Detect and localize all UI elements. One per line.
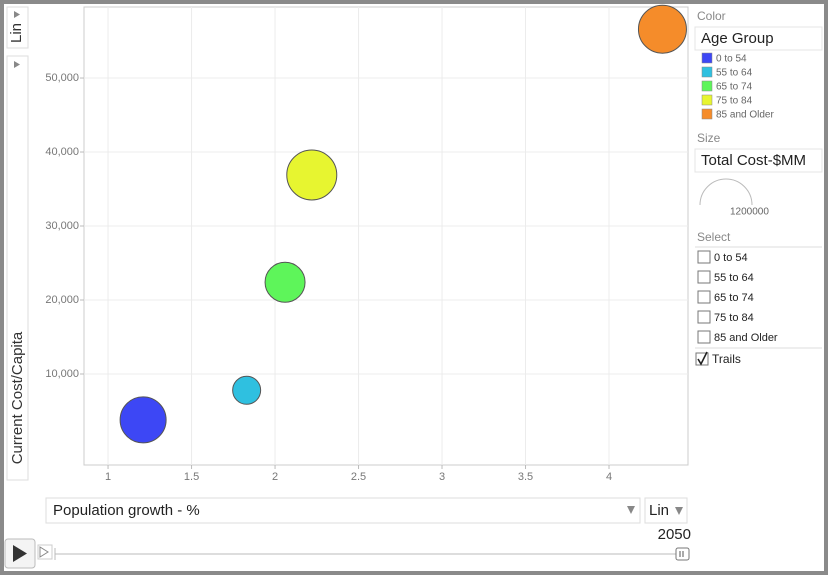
size-legend-circle [699,178,753,206]
color-by[interactable]: Age Group [701,30,774,47]
x-tick-label: 2.5 [351,471,366,483]
y-tick-label: 10,000 [45,368,79,380]
x-tick-label: 2 [272,471,278,483]
legend-swatch [701,80,713,92]
bubble[interactable] [232,375,262,405]
select-checkbox[interactable] [697,330,711,344]
color-heading: Color [697,9,726,23]
x-axis-label[interactable]: Population growth - % [53,502,200,519]
color-select[interactable] [694,26,823,51]
trails-label[interactable]: Trails [712,352,741,366]
select-checkbox[interactable] [697,290,711,304]
year-label: 2050 [658,526,691,543]
y-tick-label: 40,000 [45,146,79,158]
x-scale[interactable]: Lin [649,502,669,519]
select-checkbox[interactable] [697,270,711,284]
bubble[interactable] [264,261,306,303]
legend-swatch [701,108,713,120]
x-label-arrow [627,506,635,514]
legend-label: 0 to 54 [716,54,747,65]
legend-label: 75 to 84 [716,96,753,107]
legend-label: 85 and Older [716,110,774,121]
select-checkbox[interactable] [697,310,711,324]
x-tick-label: 1.5 [184,471,199,483]
trails-check [697,351,708,366]
x-label-box[interactable] [45,497,641,524]
y-axis-label[interactable]: Current Cost/Capita [9,331,26,464]
select-label[interactable]: 65 to 74 [714,292,754,304]
speed-icon [39,546,49,558]
y-scale[interactable]: Lin [8,23,25,43]
x-tick-label: 3.5 [518,471,533,483]
legend-label: 65 to 74 [716,82,753,93]
legend-swatch [701,66,713,78]
play-icon [13,545,27,562]
y-tick-label: 20,000 [45,294,79,306]
select-label[interactable]: 75 to 84 [714,312,754,324]
select-heading: Select [697,230,731,244]
y-scale-box[interactable] [6,6,29,49]
plot-area [83,6,689,466]
size-select[interactable] [694,148,823,173]
x-tick-label: 1 [105,471,111,483]
select-label[interactable]: 55 to 64 [714,272,754,284]
select-checkbox[interactable] [697,250,711,264]
legend-label: 55 to 64 [716,68,753,79]
select-label[interactable]: 85 and Older [714,332,778,344]
bubble[interactable] [119,396,167,444]
size-by[interactable]: Total Cost-$MM [701,152,806,169]
x-tick-label: 4 [606,471,612,483]
bubble[interactable] [637,4,687,54]
legend-swatch [701,52,713,64]
y-label-arrow [14,61,20,68]
select-label[interactable]: 0 to 54 [714,252,748,264]
y-tick-label: 50,000 [45,72,79,84]
x-tick-label: 3 [439,471,445,483]
legend-swatch [701,94,713,106]
x-scale-arrow [675,507,683,515]
size-legend-label: 1200000 [730,207,769,218]
size-heading: Size [697,131,721,145]
y-label-box[interactable] [6,55,29,481]
bubble[interactable] [286,149,338,201]
y-scale-arrow [14,11,20,18]
y-tick-label: 30,000 [45,220,79,232]
